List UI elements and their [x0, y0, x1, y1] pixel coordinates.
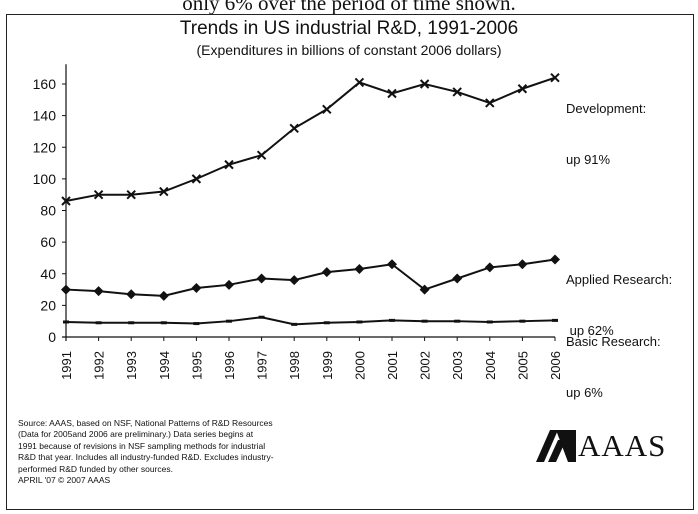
x-tick-label: 1998 — [287, 351, 302, 380]
y-tick-label: 120 — [33, 139, 57, 155]
applied-research-point — [256, 273, 267, 284]
x-tick-label: 2006 — [548, 351, 563, 380]
x-tick-label: 2004 — [483, 351, 498, 380]
y-tick-label: 0 — [48, 329, 56, 345]
chart-title: Trends in US industrial R&D, 1991-2006 — [179, 18, 519, 39]
x-tick-label: 1991 — [59, 351, 74, 380]
applied-research-point — [484, 262, 495, 273]
y-tick-label: 80 — [40, 203, 56, 219]
applied-research-point — [289, 275, 300, 286]
x-tick-label: 2003 — [450, 351, 465, 380]
applied-research-point — [419, 284, 430, 295]
applied-research-point — [517, 259, 528, 270]
chart-subtitle: (Expenditures in billions of constant 20… — [196, 42, 502, 58]
development-point — [419, 79, 430, 89]
development-point — [256, 150, 267, 160]
aaas-logo: AAAS — [536, 428, 666, 464]
development-line — [65, 76, 556, 202]
y-tick-label: 140 — [33, 108, 57, 124]
applied-research-annotation-line1: Applied Research: — [566, 272, 673, 287]
x-tick-label: 2001 — [385, 351, 400, 380]
y-tick-label: 40 — [40, 266, 56, 282]
x-tick-label: 1996 — [222, 351, 237, 380]
development-point — [517, 84, 528, 94]
development-point — [485, 98, 495, 108]
y-tick-label: 100 — [33, 171, 57, 187]
source-line: Source: AAAS, based on NSF, National Pat… — [18, 418, 273, 428]
x-tick-label: 1995 — [189, 351, 204, 380]
basic-research-line — [65, 316, 556, 326]
applied-research-point — [61, 284, 71, 295]
development-point — [289, 123, 299, 133]
x-tick-label: 2005 — [515, 351, 530, 380]
applied-research-point — [158, 290, 169, 301]
applied-research-point — [354, 264, 365, 275]
source-line: performed R&D funded by other sources. — [18, 463, 173, 474]
x-tick-label: 1999 — [320, 351, 335, 380]
development-point — [61, 196, 71, 206]
source-line: 1991 because of revisions in NSF samplin… — [18, 440, 266, 451]
development-point — [126, 189, 136, 200]
x-tick-label: 1993 — [124, 351, 139, 380]
cut-off-header-text: only 6% over the period of time shown. — [182, 0, 516, 15]
y-tick-label: 60 — [40, 234, 56, 250]
basic-research-annotation: Basic Research: up 6% — [566, 299, 661, 418]
development-annotation-line2: up 91% — [566, 152, 611, 167]
development-annotation: Development: up 91% — [566, 66, 646, 185]
development-point — [93, 189, 104, 200]
development-point — [354, 77, 365, 88]
applied-research-annotation-line2: up 62% — [566, 323, 614, 338]
source-line: APRIL '07 © 2007 AAAS — [18, 475, 111, 486]
x-tick-label: 1992 — [92, 351, 107, 380]
development-annotation-line1: Development: — [566, 101, 647, 116]
applied-research-point — [550, 254, 560, 265]
x-tick-label: 1997 — [255, 351, 270, 380]
development-point — [322, 104, 332, 115]
development-point — [224, 159, 234, 170]
development-point — [159, 186, 169, 197]
applied-research-point — [126, 289, 137, 300]
basic-research-annotation-line1: Basic Research: — [566, 334, 661, 349]
x-tick-label: 2002 — [418, 351, 433, 380]
applied-research-point — [93, 286, 104, 297]
source-line: (Data for 2005and 2006 are preliminary.)… — [18, 429, 254, 440]
development-point — [452, 87, 462, 97]
applied-research-point — [321, 267, 332, 278]
development-point — [550, 72, 560, 83]
applied-research-point — [191, 282, 202, 293]
basic-research-annotation-line2: up 6% — [566, 385, 603, 400]
applied-research-point — [387, 259, 397, 270]
applied-research-point — [452, 273, 463, 284]
applied-research-line — [65, 258, 556, 297]
applied-research-annotation: Applied Research: up 62% — [566, 237, 672, 356]
applied-research-point — [224, 279, 234, 290]
development-point — [387, 88, 397, 99]
y-tick-label: 160 — [33, 76, 57, 92]
chart-frame — [6, 14, 694, 510]
y-tick-label: 20 — [40, 297, 56, 313]
source-line: R&D that year. Includes all industry-fun… — [18, 452, 274, 463]
x-tick-label: 1994 — [157, 351, 172, 380]
x-tick-label: 2000 — [352, 351, 367, 380]
aaas-logo-mark-icon — [536, 430, 576, 462]
aaas-logo-text: AAAS — [578, 428, 667, 463]
source-note: Source: AAAS, based on NSF, National Pat… — [18, 418, 398, 486]
development-point — [191, 174, 202, 184]
